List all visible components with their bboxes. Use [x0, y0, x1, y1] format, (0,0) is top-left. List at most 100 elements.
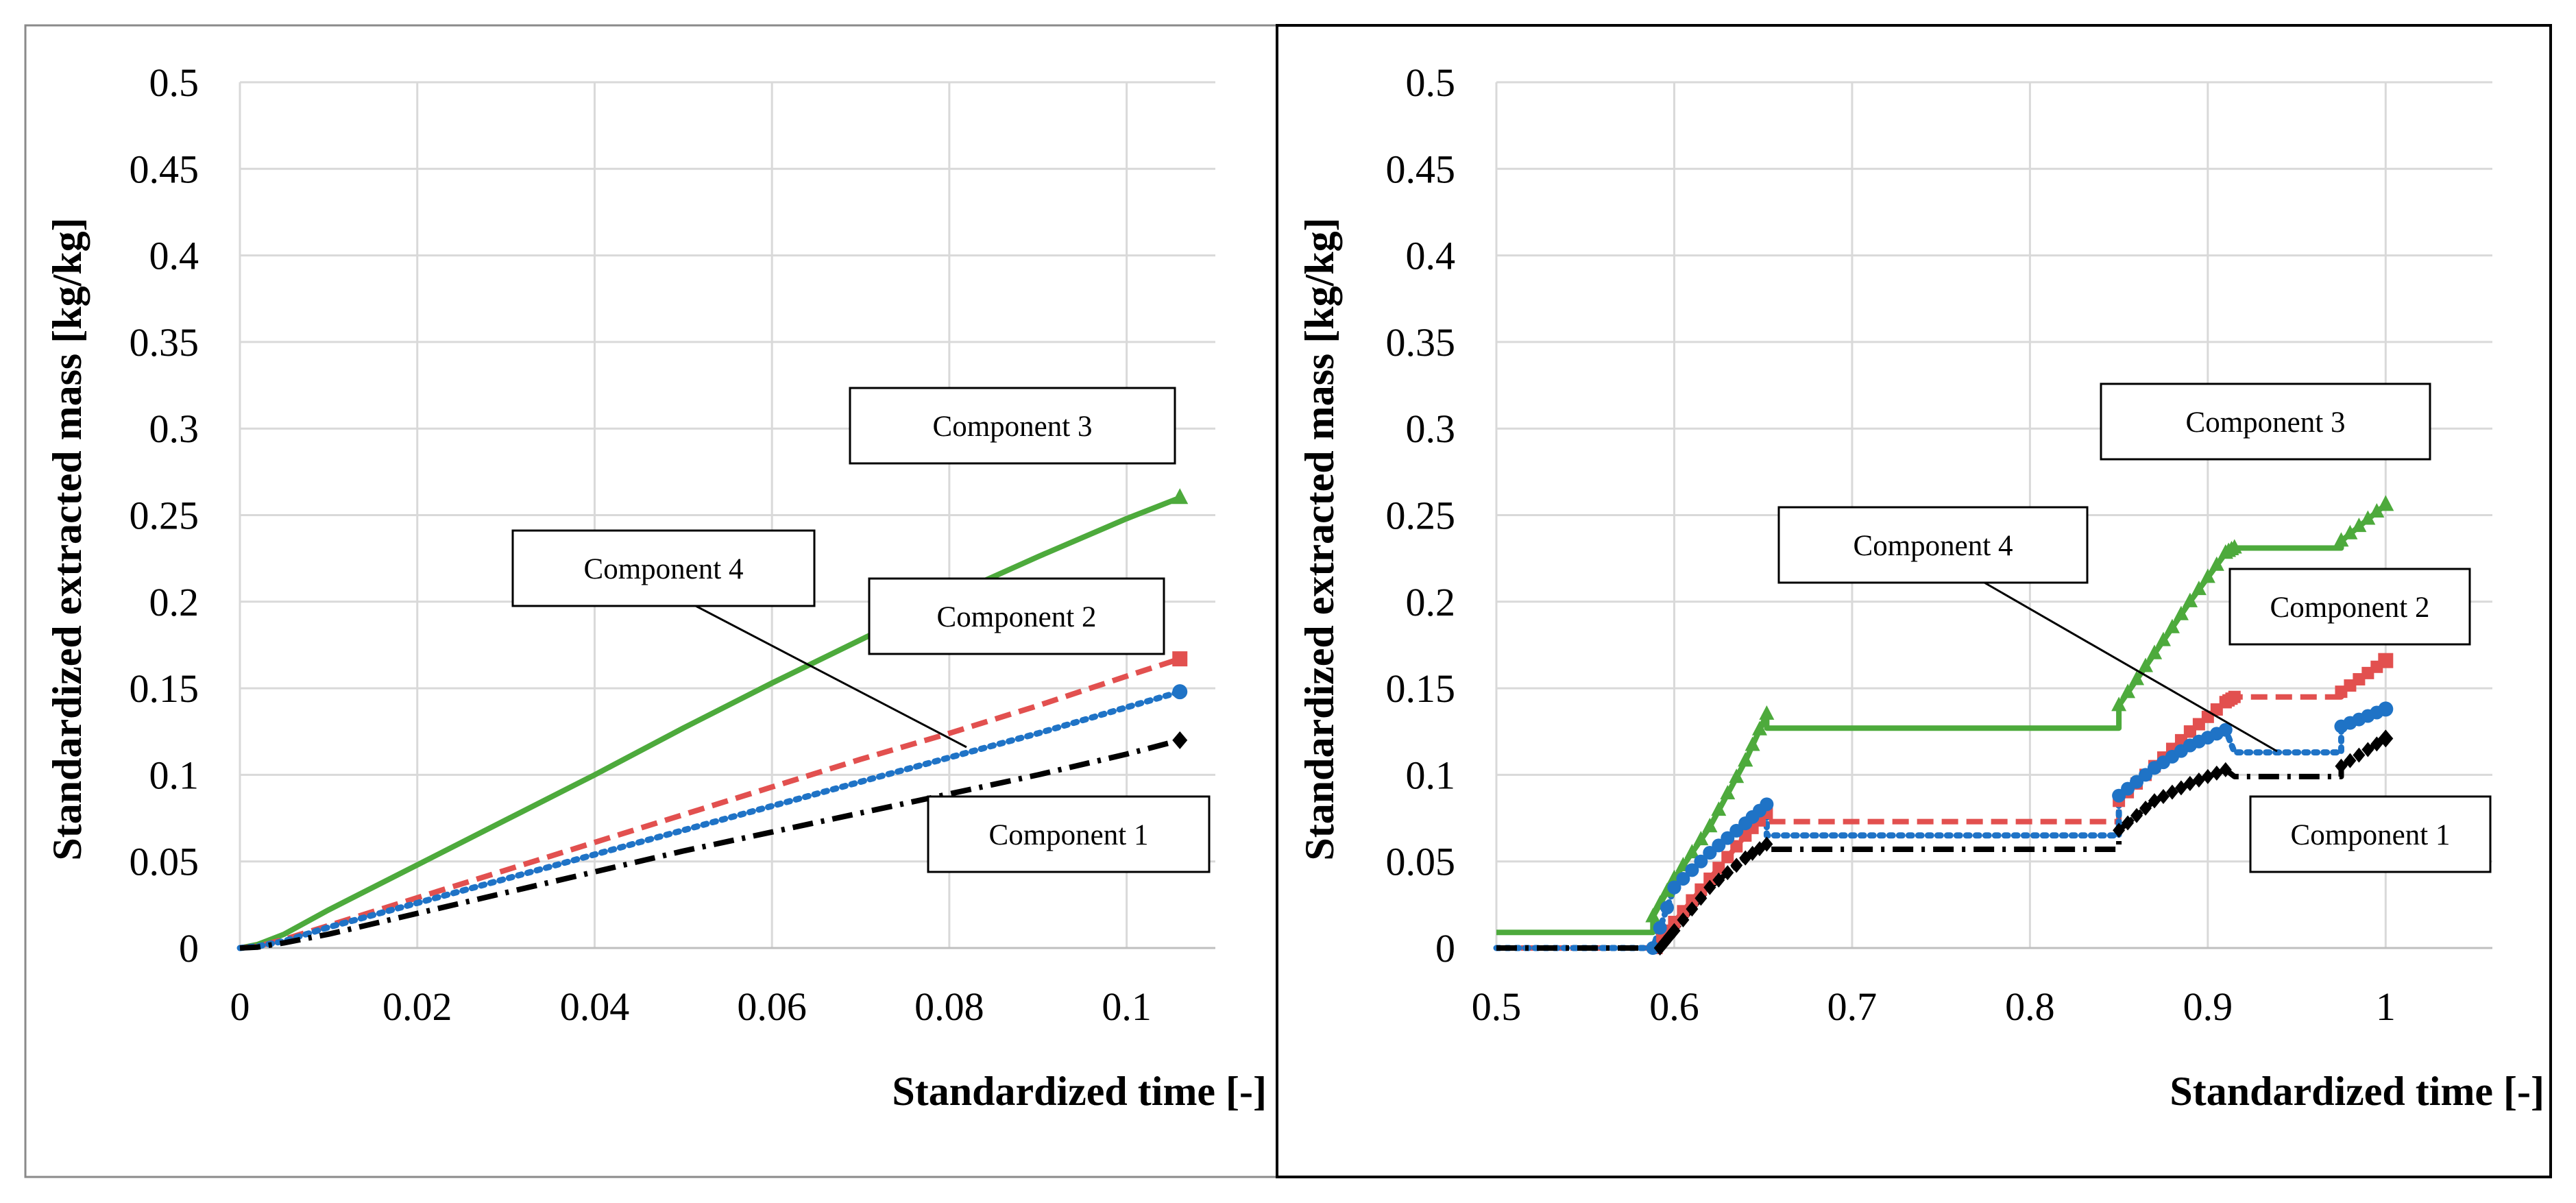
data-point	[2226, 539, 2242, 554]
y-tick-label: 0	[179, 926, 199, 971]
data-point	[2379, 702, 2393, 716]
data-point	[2156, 788, 2170, 804]
data-point	[1711, 801, 1727, 816]
x-tick-label: 0.04	[560, 984, 630, 1029]
callout-box: Component 2	[2228, 568, 2471, 646]
y-tick-label: 0.25	[1386, 494, 1456, 538]
y-tick-label: 0.45	[130, 147, 199, 191]
callout-box: Component 4	[1777, 506, 2089, 584]
y-tick-label: 0.45	[1386, 147, 1456, 191]
x-tick-label: 0.02	[382, 984, 452, 1029]
callout-frame	[1777, 506, 2089, 584]
data-point	[1694, 883, 1708, 896]
data-point	[2148, 793, 2161, 809]
x-tick-label: 0.8	[2005, 984, 2055, 1029]
data-point	[1676, 871, 1690, 886]
callout-leader-line	[1984, 581, 2278, 753]
callout-box: Component 2	[868, 577, 1165, 655]
y-tick-label: 0.2	[149, 580, 199, 624]
data-point	[2147, 644, 2163, 659]
x-tick-label: 0.1	[1102, 984, 1152, 1029]
data-point	[2361, 742, 2374, 757]
callout-label: Component 3	[933, 411, 1093, 443]
callout-frame	[927, 795, 1211, 873]
callout-box: Component 4	[511, 529, 816, 607]
data-point	[1730, 840, 1743, 853]
data-point	[2165, 784, 2178, 800]
callout-frame	[849, 387, 1176, 465]
series-marker-cluster	[1653, 731, 2392, 956]
y-tick-label: 0.3	[1406, 406, 1456, 451]
series-line	[239, 738, 1181, 951]
data-point	[1760, 797, 1774, 812]
data-point	[1653, 921, 1667, 935]
data-point	[2218, 722, 2233, 737]
data-point	[1667, 880, 1681, 895]
data-point	[1712, 862, 1725, 875]
data-point	[1703, 879, 1716, 895]
data-point	[2228, 690, 2241, 703]
data-point	[2129, 670, 2145, 685]
data-point	[1760, 836, 1773, 852]
data-point	[1745, 736, 1760, 751]
data-point	[2370, 736, 2383, 752]
right-chart: 0 0.05 0.1 0.15 0.2 0.25 0.3 0.35 0.4 0.45 0.5 0.5 0…	[1297, 60, 2544, 1114]
series-end-marker	[1172, 731, 1188, 749]
series-end-marker	[1172, 651, 1188, 667]
callout-label: Component 1	[2291, 819, 2451, 851]
data-point	[2369, 502, 2385, 518]
data-point	[1694, 854, 1708, 868]
callout-box: Component 1	[927, 795, 1211, 873]
callout-frame	[511, 529, 816, 607]
callout-box: Component 3	[849, 387, 1176, 465]
data-point	[2130, 807, 2143, 823]
data-point	[2174, 780, 2187, 796]
data-point	[1759, 705, 1775, 720]
y-tick-label: 0.3	[149, 406, 199, 451]
data-point	[1721, 851, 1734, 864]
x-tick-label: 0.5	[1472, 984, 1522, 1029]
data-point	[2191, 581, 2207, 596]
data-point	[2164, 618, 2180, 633]
data-point	[2333, 532, 2349, 547]
data-point	[1668, 916, 1681, 929]
data-point	[1730, 858, 1743, 873]
y-axis-title: Standardized extracted mass [kg/kg]	[45, 217, 90, 860]
y-tick-label: 0.1	[1406, 753, 1456, 797]
callout-label: Component 3	[2186, 406, 2346, 439]
data-point	[2219, 762, 2232, 777]
x-axis-title: Standardized time [-]	[892, 1069, 1267, 1114]
left-chart: 0 0.05 0.1 0.15 0.2 0.25 0.3 0.35 0.4 0.45 0.5 0 0.0…	[45, 60, 1267, 1114]
callout-frame	[868, 577, 1165, 655]
data-point	[1646, 941, 1660, 955]
data-point	[1685, 863, 1699, 877]
data-point	[1702, 818, 1718, 833]
y-axis-title: Standardized extracted mass [kg/kg]	[1297, 217, 1342, 860]
data-point	[1684, 844, 1700, 859]
callout-label: Component 2	[2270, 592, 2430, 624]
callout-frame	[2100, 382, 2431, 461]
y-tick-label: 0.05	[1386, 840, 1456, 884]
callout-box: Component 3	[2100, 382, 2431, 461]
data-point	[1703, 872, 1716, 885]
data-point	[2200, 568, 2215, 583]
data-point	[2344, 753, 2357, 768]
y-tick-label: 0.35	[130, 320, 199, 365]
data-point	[2353, 747, 2366, 763]
y-tick-label: 0.15	[1386, 666, 1456, 711]
data-point	[2122, 815, 2135, 831]
x-axis-title: Standardized time [-]	[2170, 1069, 2544, 1114]
x-tick-label: 0.9	[2183, 984, 2233, 1029]
data-point	[2335, 758, 2348, 774]
y-tick-label: 0.4	[149, 234, 199, 278]
data-point	[1686, 901, 1699, 917]
data-point	[2120, 683, 2136, 698]
data-point	[2379, 731, 2392, 746]
data-point	[1660, 901, 1675, 915]
y-tick-label: 0.15	[130, 666, 199, 711]
data-point	[2173, 605, 2189, 620]
data-point	[2139, 801, 2152, 816]
callout-label: Component 4	[1854, 530, 2013, 562]
callout-box: Component 1	[2249, 795, 2492, 873]
